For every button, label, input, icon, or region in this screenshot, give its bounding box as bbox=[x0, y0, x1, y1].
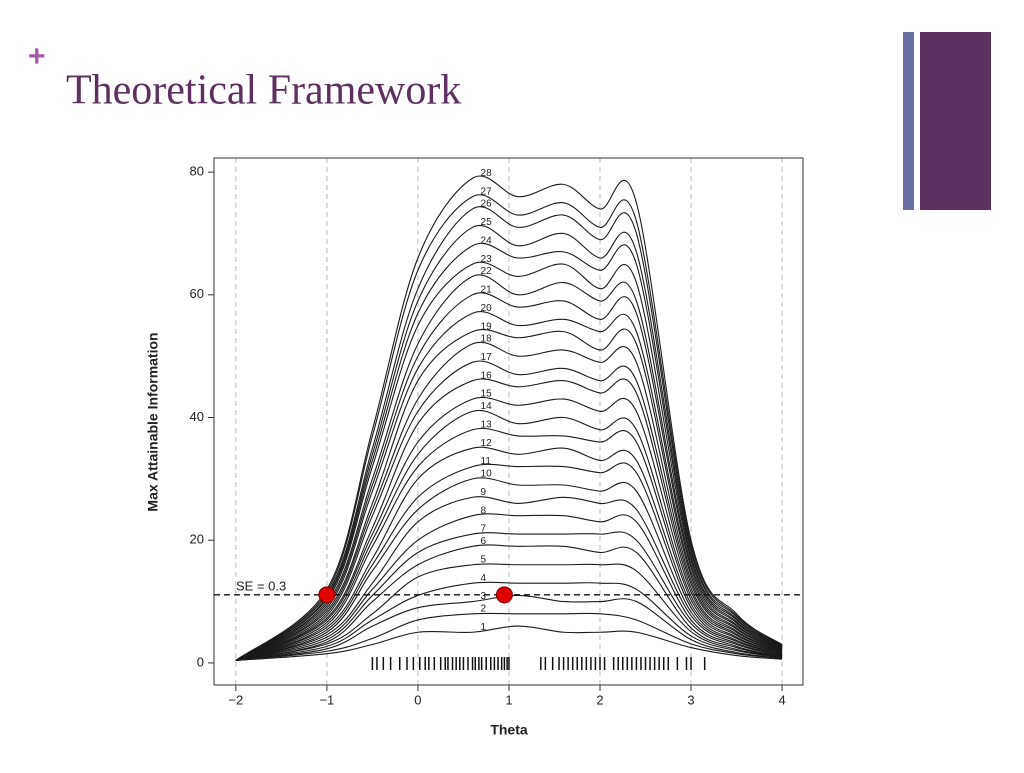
curve bbox=[235, 409, 783, 661]
curve bbox=[235, 274, 783, 661]
x-tick-label: −1 bbox=[319, 692, 334, 707]
curve bbox=[235, 261, 783, 661]
curve-label: 4 bbox=[481, 573, 487, 584]
curve-label: 11 bbox=[481, 456, 492, 467]
curve-label: 27 bbox=[481, 186, 493, 197]
curve-label: 24 bbox=[481, 235, 493, 246]
curve-label: 10 bbox=[481, 469, 493, 480]
x-tick-label: 0 bbox=[414, 692, 421, 707]
x-tick-label: 4 bbox=[778, 692, 785, 707]
curve bbox=[235, 581, 783, 662]
curve bbox=[235, 311, 783, 661]
curve bbox=[235, 612, 783, 662]
curve bbox=[235, 513, 783, 661]
x-tick-label: 3 bbox=[687, 692, 694, 707]
curve-label: 17 bbox=[481, 352, 493, 363]
accent-block bbox=[920, 32, 991, 210]
curve-label: 8 bbox=[481, 505, 487, 516]
highlight-point bbox=[318, 586, 336, 604]
curve bbox=[235, 396, 783, 661]
curve-label: 9 bbox=[481, 487, 487, 498]
plot-frame bbox=[213, 157, 804, 686]
x-axis-label: Theta bbox=[490, 722, 528, 738]
curve bbox=[235, 462, 783, 661]
curve bbox=[235, 625, 783, 662]
curve-label: 1 bbox=[481, 622, 487, 633]
curve-label: 21 bbox=[481, 284, 493, 295]
curve-label: 23 bbox=[481, 254, 493, 265]
curve-label: 22 bbox=[481, 266, 493, 277]
curve-label: 20 bbox=[481, 303, 493, 314]
curve-label: 16 bbox=[481, 370, 493, 381]
curve bbox=[235, 477, 783, 661]
curve-label: 2 bbox=[481, 603, 487, 614]
curve bbox=[235, 328, 783, 661]
curve-label: 18 bbox=[481, 334, 493, 345]
highlight-point bbox=[495, 586, 513, 604]
curve bbox=[235, 563, 783, 662]
curve-label: 19 bbox=[481, 321, 493, 332]
curve-label: 28 bbox=[481, 168, 493, 179]
y-tick-label: 20 bbox=[190, 532, 204, 547]
curve-label: 15 bbox=[481, 389, 493, 400]
curve bbox=[235, 292, 783, 661]
curve bbox=[235, 427, 783, 661]
accent-bar bbox=[903, 32, 914, 210]
slide-title: Theoretical Framework bbox=[66, 68, 461, 114]
curve-label: 13 bbox=[481, 419, 493, 430]
curve-label: 12 bbox=[481, 438, 493, 449]
y-axis-label: Max Attainable Information bbox=[145, 332, 161, 511]
curve bbox=[235, 544, 783, 661]
curve-label: 5 bbox=[481, 554, 487, 565]
x-tick-label: 2 bbox=[596, 692, 603, 707]
curve-label: 6 bbox=[481, 536, 487, 547]
curve-label: 14 bbox=[481, 401, 493, 412]
x-tick-label: −2 bbox=[228, 692, 243, 707]
y-tick-label: 40 bbox=[190, 409, 204, 424]
curve bbox=[235, 206, 783, 661]
curve bbox=[235, 194, 783, 661]
curve-label: 25 bbox=[481, 217, 493, 228]
curve bbox=[235, 594, 783, 662]
curve bbox=[235, 531, 783, 661]
slide-mark: + bbox=[28, 40, 46, 73]
curve bbox=[235, 496, 783, 661]
curve bbox=[235, 341, 783, 661]
curve bbox=[235, 378, 783, 661]
curve bbox=[235, 360, 783, 661]
x-tick-label: 1 bbox=[505, 692, 512, 707]
curve bbox=[235, 243, 783, 661]
curve-label: 7 bbox=[481, 524, 487, 535]
reference-label: SE = 0.3 bbox=[236, 578, 286, 593]
curve bbox=[235, 224, 783, 661]
y-tick-label: 80 bbox=[190, 164, 204, 179]
curve bbox=[235, 446, 783, 661]
curve bbox=[235, 175, 783, 661]
y-tick-label: 60 bbox=[190, 286, 204, 301]
curve-label: 3 bbox=[481, 591, 487, 602]
y-tick-label: 0 bbox=[197, 654, 204, 669]
curve-label: 26 bbox=[481, 199, 493, 210]
